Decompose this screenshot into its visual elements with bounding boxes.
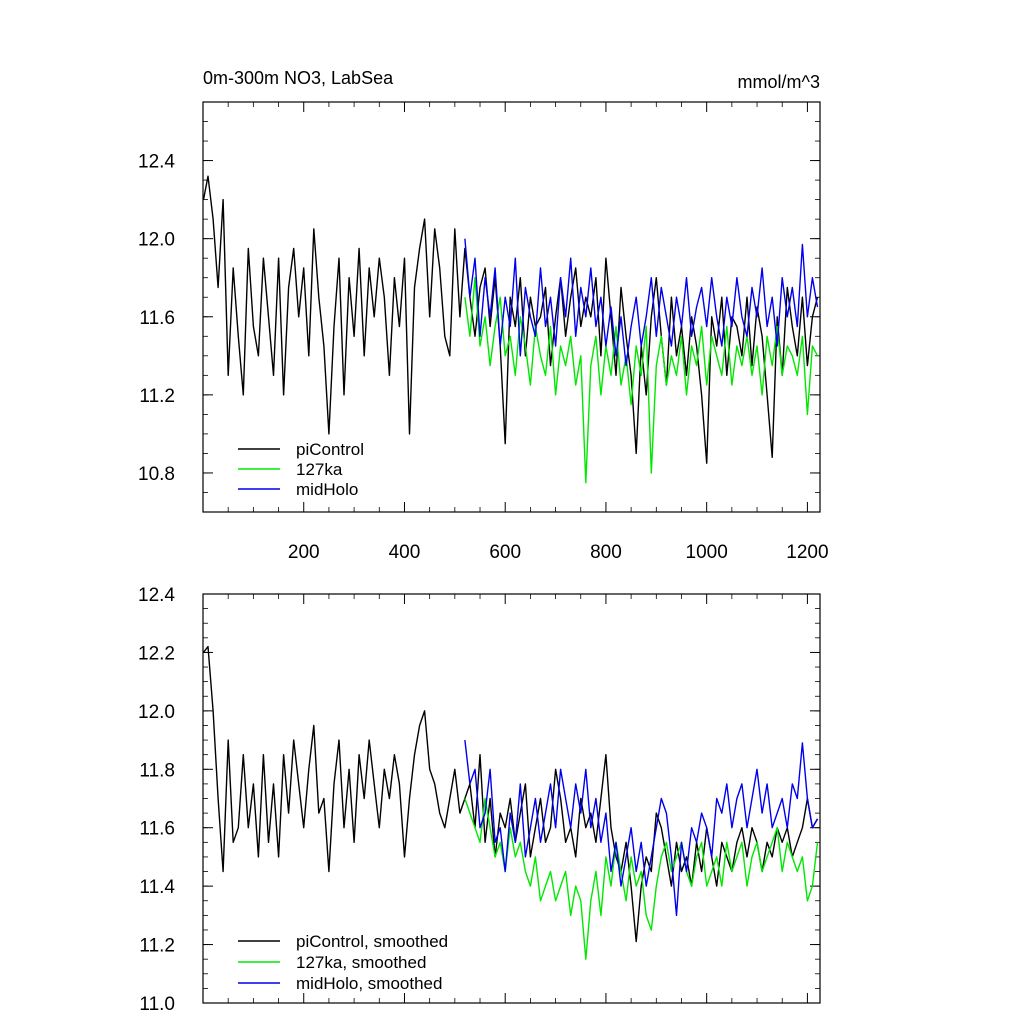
y-tick-label: 11.8 [139, 760, 175, 781]
y-tick-label: 11.0 [139, 994, 175, 1015]
y-tick-label: 12.4 [138, 152, 175, 173]
legend-label: piControl, smoothed [296, 932, 448, 951]
series-line-2 [464, 797, 819, 960]
legend-label: midHolo, smoothed [296, 974, 442, 993]
x-tick-label: 400 [389, 542, 421, 563]
y-tick-label: 10.8 [138, 464, 175, 485]
series-line-3 [464, 740, 819, 917]
x-tick-label: 1000 [686, 542, 728, 563]
y-tick-label: 11.6 [139, 308, 175, 329]
y-tick-label: 11.2 [139, 936, 175, 957]
panel-1: 200 400 600 800 1000 1200 10.8 11.2 11.6 12.0 12.4… [138, 68, 829, 563]
x-tick-label: 1200 [786, 542, 828, 563]
legend-label: 127ka [296, 460, 343, 479]
legend-label: midHolo [296, 480, 358, 499]
x-tick-label: 600 [489, 542, 521, 563]
units-label: mmol/m^3 [738, 72, 820, 92]
series-line-1 [202, 645, 819, 943]
y-tick-label: 12.0 [138, 702, 175, 723]
panel-2: 11.0 11.2 11.4 11.6 11.8 12.0 12.2 12.4 piContro… [138, 585, 821, 1015]
y-tick-label: 11.2 [139, 386, 175, 407]
x-tick-label: 200 [288, 542, 320, 563]
chart-title: 0m-300m NO3, LabSea [203, 68, 394, 88]
series-line-1 [202, 175, 819, 464]
plot-frame [202, 101, 821, 513]
y-tick-label: 12.2 [138, 643, 175, 664]
legend-label: 127ka, smoothed [296, 953, 426, 972]
legend-label: piControl [296, 440, 364, 459]
x-tick-label: 800 [590, 542, 622, 563]
y-tick-label: 12.0 [138, 230, 175, 251]
series-line-3 [464, 238, 819, 367]
y-tick-label: 11.6 [139, 819, 175, 840]
series-line-2 [464, 277, 819, 484]
y-tick-label: 11.4 [139, 877, 175, 898]
y-tick-label: 12.4 [138, 585, 175, 606]
